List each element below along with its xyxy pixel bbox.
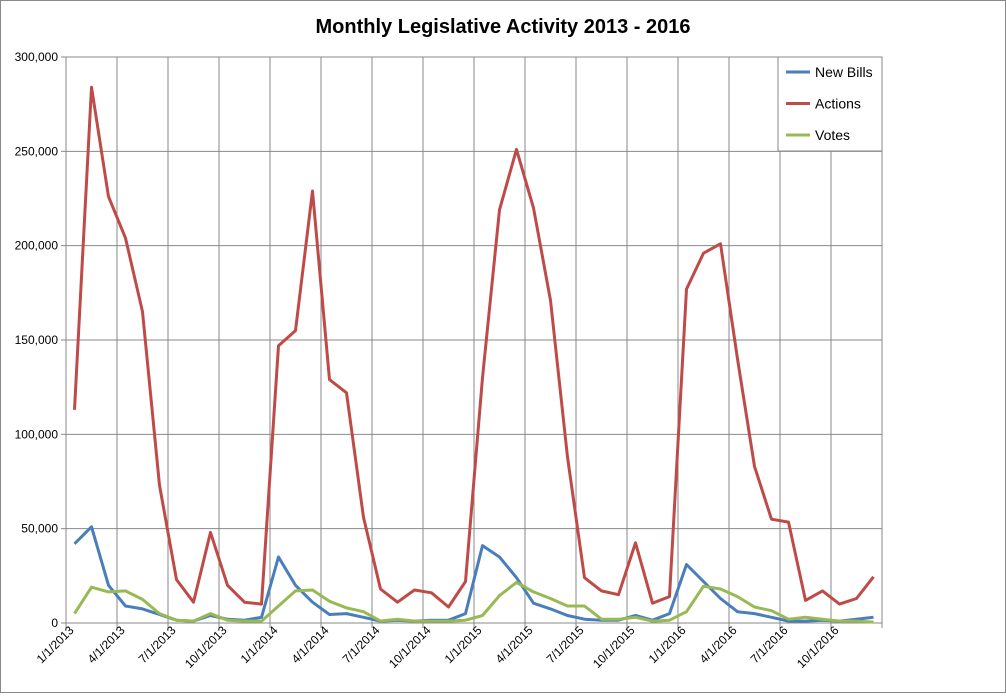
x-tick-label: 1/1/2016: [646, 623, 689, 666]
legend-label-votes: Votes: [815, 127, 850, 143]
x-tick-label: 10/1/2014: [386, 623, 434, 671]
x-tick-label: 10/1/2013: [182, 623, 230, 671]
y-tick-label: 50,000: [21, 522, 58, 536]
x-tick-label: 4/1/2015: [493, 623, 536, 666]
x-tick-label: 7/1/2014: [340, 623, 383, 666]
y-tick-label: 150,000: [15, 333, 59, 347]
y-tick-label: 200,000: [15, 239, 59, 253]
y-tick-label: 100,000: [15, 427, 59, 441]
series-line-votes: [73, 580, 874, 624]
x-tick-label: 10/1/2015: [590, 623, 638, 671]
series-lines: [73, 85, 875, 624]
x-tick-label: 7/1/2015: [544, 623, 587, 666]
x-tick-label: 4/1/2014: [289, 623, 332, 666]
axes: 0 50,000 100,000 150,000 200,000 250,000 300,0…: [15, 50, 883, 671]
x-tick-label: 7/1/2013: [136, 623, 179, 666]
x-tick-label: 1/1/2014: [238, 623, 281, 666]
y-tick-label: 300,000: [15, 50, 59, 64]
legend-label-actions: Actions: [815, 96, 861, 112]
chart-title: Monthly Legislative Activity 2013 - 2016: [316, 16, 691, 38]
y-tick-label: 0: [51, 616, 58, 630]
x-tick-label: 1/1/2015: [442, 623, 485, 666]
gridlines: [66, 56, 883, 623]
x-tick-label: 7/1/2016: [748, 623, 791, 666]
plot-area-border: [65, 56, 883, 624]
y-tick-label: 250,000: [15, 144, 59, 158]
legend: New Bills Actions Votes: [777, 56, 883, 152]
x-tick-label: 10/1/2016: [794, 623, 842, 671]
x-tick-label: 4/1/2013: [85, 623, 128, 666]
series-line-actions: [73, 85, 875, 609]
legend-label-new-bills: New Bills: [815, 64, 873, 80]
x-tick-label: 4/1/2016: [697, 623, 740, 666]
